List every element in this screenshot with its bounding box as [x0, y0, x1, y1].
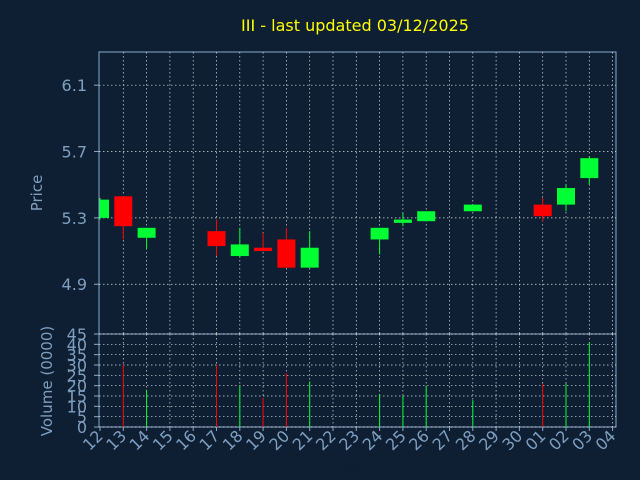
- volume-tick-label: 10: [67, 397, 87, 416]
- candle: [370, 227, 389, 255]
- volume-bars: [122, 342, 590, 427]
- candle: [230, 227, 249, 258]
- candle-body: [393, 219, 412, 223]
- candle-body: [580, 158, 599, 179]
- candle-body: [463, 204, 482, 212]
- candle-body: [254, 247, 273, 252]
- candle-body: [114, 196, 133, 227]
- candles: [99, 156, 599, 268]
- candle-body: [100, 199, 109, 218]
- volume-tick-label: 15: [67, 387, 87, 406]
- price-panel: 6.1 5.7 5.3 4.9: [62, 51, 617, 335]
- price-tick-label: 6.1: [62, 76, 87, 95]
- volume-tick-label: 45: [67, 325, 87, 344]
- price-tick-label: 5.3: [62, 209, 87, 228]
- price-tick-label: 4.9: [62, 275, 87, 294]
- candle: [99, 197, 109, 220]
- chart-title: III - last updated 03/12/2025: [241, 16, 469, 35]
- candle-body: [300, 247, 319, 268]
- volume-tick-label: 5: [77, 408, 87, 427]
- candle: [300, 231, 319, 268]
- candle-body: [230, 244, 249, 257]
- candle: [533, 197, 552, 222]
- price-y-tick-labels: 6.1 5.7 5.3 4.9: [62, 76, 99, 294]
- price-axis-label: Price: [28, 175, 46, 212]
- x-tick-labels: 1213141516171819202122232425262728293001…: [79, 426, 619, 454]
- candle: [463, 204, 482, 212]
- candle-body: [557, 188, 575, 205]
- candle-body: [207, 231, 226, 247]
- price-plot-area: [98, 51, 617, 335]
- candle: [114, 196, 133, 240]
- candle: [277, 227, 296, 268]
- candle: [557, 184, 575, 212]
- volume-gridlines: [99, 333, 616, 428]
- price-gridlines: [99, 52, 616, 334]
- volume-axis-label: Volume (0000): [38, 326, 56, 436]
- candle: [580, 156, 599, 185]
- volume-plot-area: [98, 333, 617, 428]
- x-tick-label: 04: [592, 426, 620, 454]
- volume-tick-label: 25: [67, 366, 87, 385]
- candle-body: [370, 227, 389, 240]
- price-tick-label: 5.7: [62, 143, 87, 162]
- volume-tick-label: 20: [67, 377, 87, 396]
- volume-tick-label: 35: [67, 346, 87, 365]
- candle-body: [417, 211, 436, 222]
- candle: [393, 212, 412, 227]
- candle: [137, 227, 156, 250]
- candle-body: [277, 239, 296, 268]
- candle: [207, 219, 226, 257]
- volume-tick-label: 30: [67, 356, 87, 375]
- candle-body: [533, 204, 552, 217]
- candle: [254, 232, 273, 252]
- candle-body: [137, 227, 156, 238]
- volume-tick-label: 0: [77, 418, 87, 437]
- candle: [417, 211, 436, 222]
- volume-tick-label: 40: [67, 335, 87, 354]
- x-axis-label: Day: [333, 457, 363, 475]
